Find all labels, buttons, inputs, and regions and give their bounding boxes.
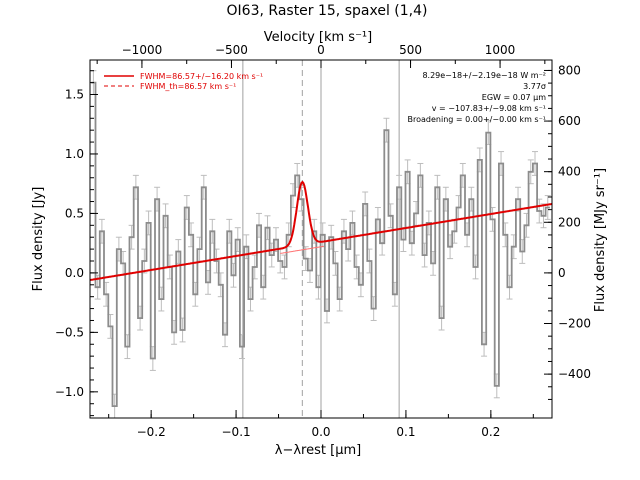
y-tick-label: −1.0: [55, 385, 84, 399]
y-tick-label: 0.0: [65, 266, 84, 280]
annotation-velocity: v = −107.83+/−9.08 km s⁻¹: [432, 104, 546, 113]
legend-entry-fwhm: FWHM=86.57+/−16.20 km s⁻¹: [140, 72, 263, 81]
y-tick-label: 0.5: [65, 206, 84, 220]
data-series: [91, 81, 550, 407]
fit-curve: [89, 180, 553, 281]
x-tick-label: −0.1: [222, 425, 251, 439]
top-x-tick-label: −1000: [122, 43, 163, 57]
top-x-tick-label: −500: [215, 43, 248, 57]
right-y-tick-label: 800: [558, 63, 581, 77]
annotation-line-flux: 8.29e−18+/−2.19e−18 W m⁻²: [422, 71, 546, 80]
top-x-tick-label: 0: [317, 43, 325, 57]
y-tick-label: −0.5: [55, 325, 84, 339]
right-y-tick-label: 600: [558, 114, 581, 128]
x-tick-label: −0.2: [137, 425, 166, 439]
right-y-axis-label: Flux density [MJy sr⁻¹]: [593, 168, 608, 312]
y-tick-label: 1.0: [65, 147, 84, 161]
right-y-tick-label: −200: [558, 317, 591, 331]
x-tick-label: 0.1: [396, 425, 415, 439]
annotation-broadening: Broadening = 0.00+/−0.00 km s⁻¹: [408, 115, 546, 124]
x-tick-label: 0.0: [311, 425, 330, 439]
annotation-egw: EGW = 0.07 μm: [482, 93, 546, 102]
right-y-tick-label: 400: [558, 165, 581, 179]
right-y-tick-label: 200: [558, 215, 581, 229]
x-tick-label: 0.2: [481, 425, 500, 439]
top-x-axis-label: Velocity [km s⁻¹]: [264, 30, 372, 45]
data-step-line: [91, 81, 550, 407]
legend: FWHM=86.57+/−16.20 km s⁻¹ FWHM_th=86.57 …: [104, 72, 263, 91]
top-x-tick-label: 1000: [485, 43, 516, 57]
fit-annotations: 8.29e−18+/−2.19e−18 W m⁻² 3.77σ EGW = 0.…: [408, 71, 547, 124]
y-axis-label: Flux density [Jy]: [31, 187, 46, 292]
fit-lower-envelope: [280, 245, 324, 254]
x-axis-label: λ−λrest [μm]: [275, 443, 361, 458]
fit-curves: [89, 180, 553, 281]
top-x-tick-label: 500: [399, 43, 422, 57]
legend-entry-fwhm-th: FWHM_th=86.57 km s⁻¹: [140, 82, 236, 91]
right-y-tick-label: 0: [558, 266, 566, 280]
annotation-significance: 3.77σ: [523, 82, 546, 91]
chart-title: OI63, Raster 15, spaxel (1,4): [227, 3, 428, 19]
right-y-tick-label: −400: [558, 367, 591, 381]
axes: −0.2 −0.1 0.0 0.1 0.2 −1.0 −0.5 0.0 0.5 1.0 1.5 −10…: [55, 43, 591, 439]
y-tick-label: 1.5: [65, 87, 84, 101]
